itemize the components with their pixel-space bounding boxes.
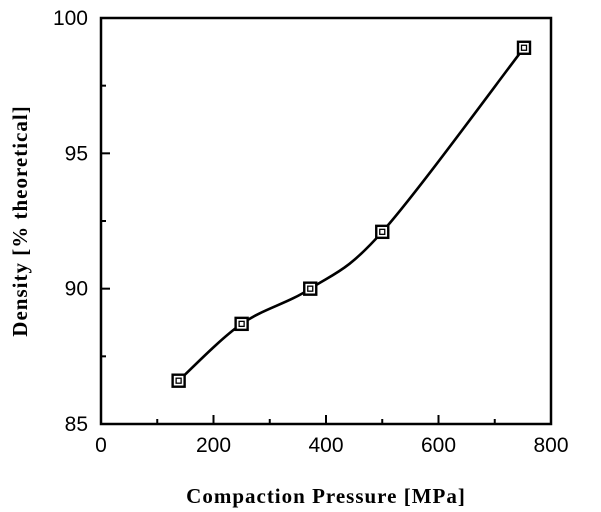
y-tick-label: 85	[65, 413, 88, 436]
x-tick-label: 200	[196, 434, 231, 457]
y-tick-label: 95	[65, 142, 88, 165]
y-tick-label: 100	[53, 7, 88, 30]
x-tick-label: 800	[533, 434, 568, 457]
data-point	[171, 373, 186, 388]
tick-marks	[100, 17, 552, 425]
data-point	[303, 281, 318, 296]
tick-labels: 0 200 400 600 800 85 90 95 100	[53, 7, 569, 457]
y-tick-label: 90	[65, 278, 88, 301]
data-point	[234, 316, 249, 332]
x-axis-title: Compaction Pressure [MPa]	[186, 484, 466, 508]
data-point	[375, 224, 390, 240]
series-line	[177, 46, 526, 382]
x-tick-label: 600	[421, 434, 456, 457]
plot-frame	[99, 16, 553, 426]
x-tick-label: 400	[308, 434, 343, 457]
data-point	[516, 40, 532, 55]
y-axis-title: Density [% theoretical]	[8, 105, 32, 336]
x-tick-label: 0	[95, 434, 107, 457]
data-markers	[171, 40, 532, 388]
